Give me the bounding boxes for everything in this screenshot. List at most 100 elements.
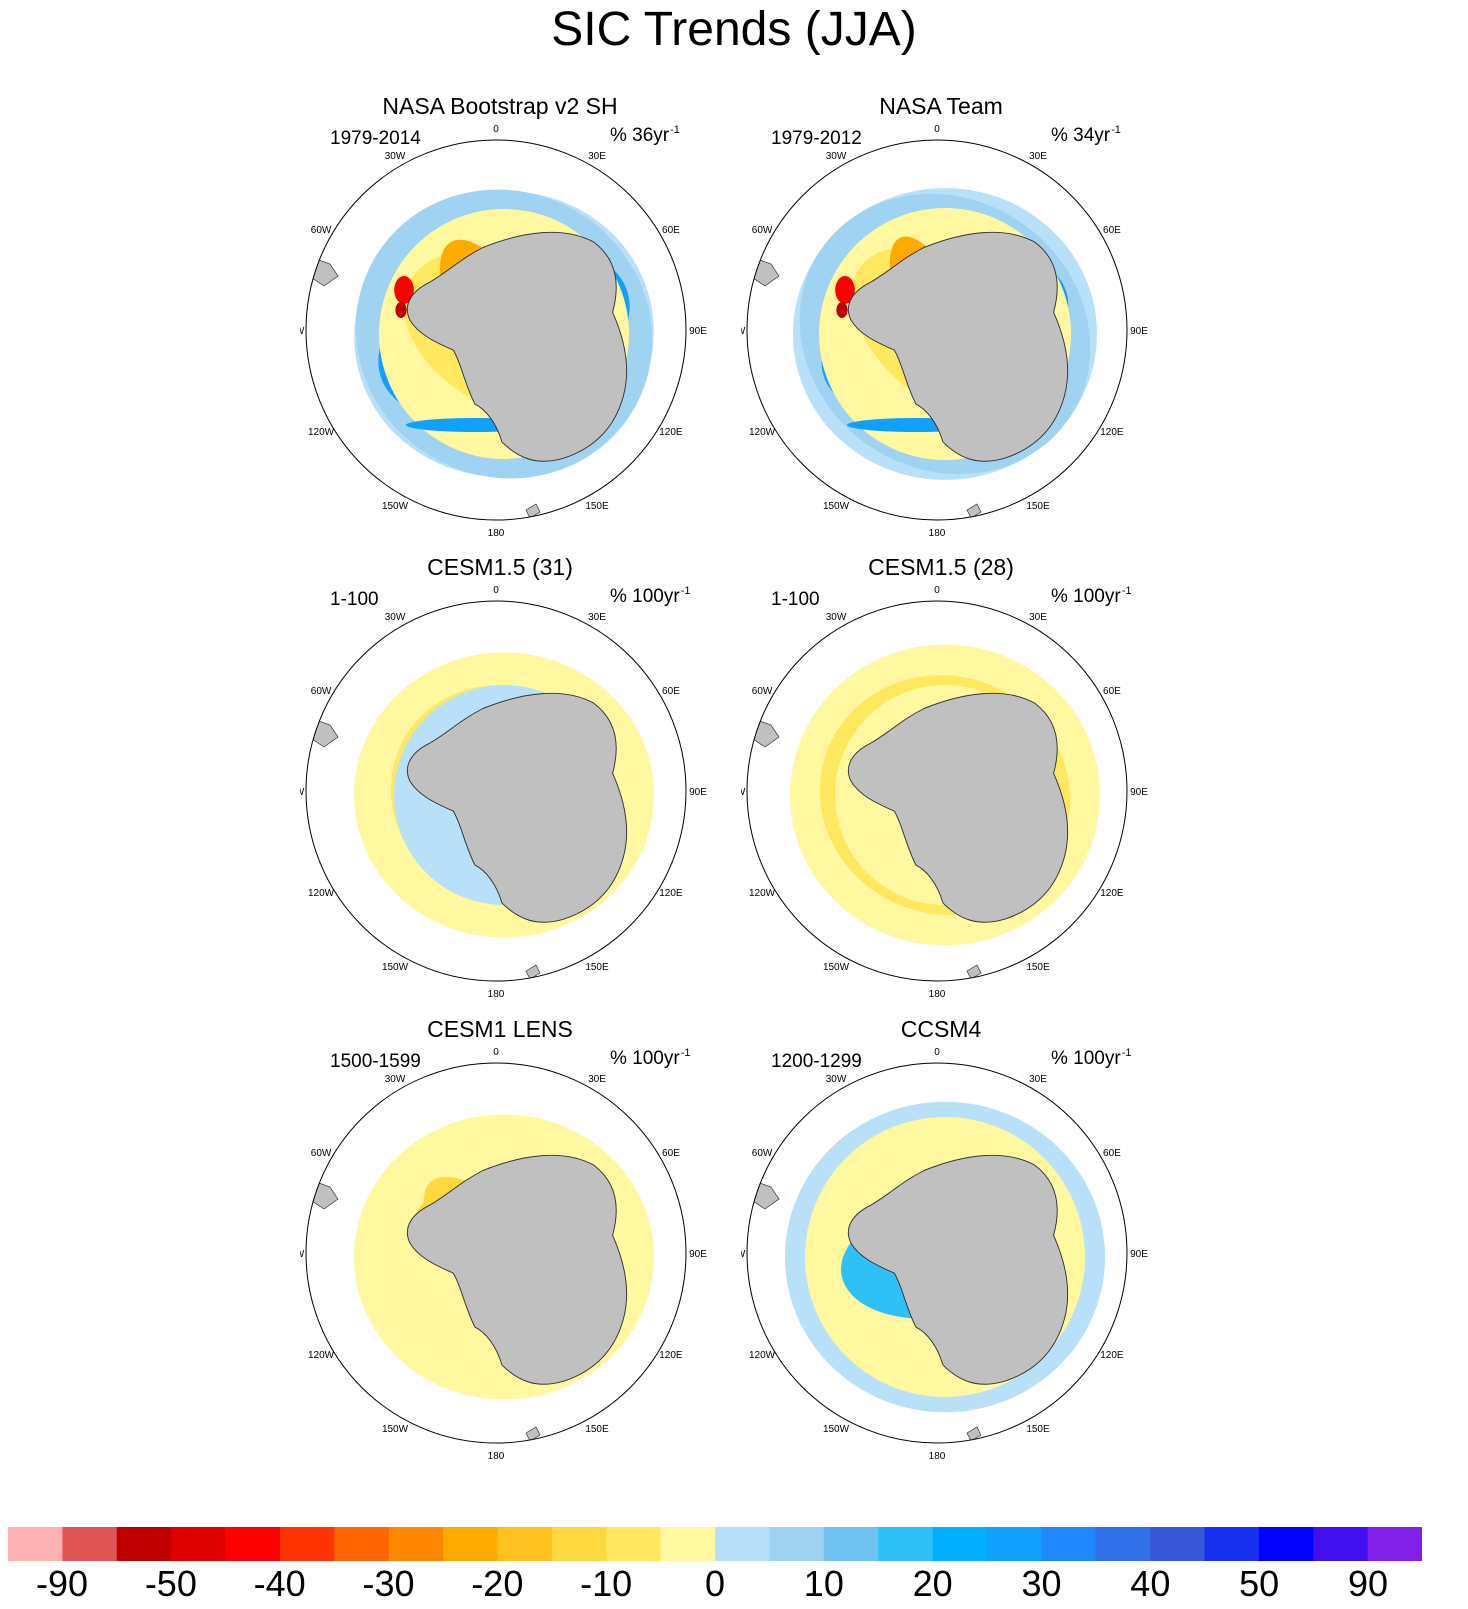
colorbar-box: [388, 1527, 444, 1561]
longitude-label: 180: [488, 528, 505, 539]
longitude-label: 120E: [659, 1350, 683, 1361]
period-label: 1979-2014: [330, 128, 421, 149]
colorbar-tick-label: -10: [580, 1563, 633, 1604]
longitude-label: 60E: [1103, 1148, 1121, 1159]
polar-map: 0 30E 60E 90E 120E 150E 180 150W 120W 90W 60W 30W: [741, 124, 1148, 539]
longitude-label: 120E: [1100, 1350, 1124, 1361]
colorbar-tick-label: -20: [471, 1563, 524, 1604]
longitude-label: 30E: [1029, 151, 1047, 162]
island: [525, 1426, 541, 1442]
units-label: % 100yr-1: [610, 585, 691, 607]
longitude-label: 60W: [311, 686, 332, 697]
longitude-label: 30E: [1029, 1074, 1047, 1085]
longitude-label: 120W: [308, 888, 335, 899]
units-label: % 34yr-1: [1051, 124, 1121, 146]
colorbar: [8, 1527, 1422, 1561]
colorbar-box: [1258, 1527, 1314, 1561]
longitude-label: 120W: [749, 427, 776, 438]
map-boundary: [305, 139, 687, 521]
map-boundary: [746, 600, 1128, 982]
units-label: % 100yr-1: [610, 1047, 691, 1069]
colorbar-tick-label: 30: [1021, 1563, 1062, 1604]
colorbar-box: [715, 1527, 770, 1561]
sea-ice-trend-field: [748, 188, 1097, 519]
longitude-label: 30W: [385, 151, 406, 162]
longitude-label: 150E: [1026, 501, 1050, 512]
colorbar-box: [116, 1527, 172, 1561]
island: [966, 964, 982, 980]
panel-title: NASA Team: [879, 93, 1003, 119]
longitude-label: 60E: [1103, 225, 1121, 236]
polar-map: 0 30E 60E 90E 120E 150E 180 150W 120W 90W 60W 30W: [300, 1047, 707, 1462]
figure-title: SIC Trends (JJA): [551, 3, 917, 56]
colorbar-box: [878, 1527, 934, 1561]
longitude-label: 180: [488, 1451, 505, 1462]
colorbar-box: [823, 1527, 879, 1561]
longitude-label: 0: [493, 124, 499, 135]
colorbar-box: [769, 1527, 825, 1561]
longitude-label: 150W: [382, 1424, 409, 1435]
map-panel: 0 30E 60E 90E 120E 150E 180 150W 120W 90W 60W 30W CC…: [741, 1015, 1181, 1475]
longitude-label: 150E: [585, 501, 609, 512]
longitude-label: 120W: [749, 1350, 776, 1361]
longitude-label: 120E: [1100, 888, 1124, 899]
colorbar-box: [225, 1527, 281, 1561]
longitude-label: 90E: [1130, 787, 1148, 798]
colorbar-tick-label: 10: [803, 1563, 844, 1604]
longitude-label: 180: [929, 528, 946, 539]
island: [525, 964, 541, 980]
trend-shade: [835, 276, 855, 304]
longitude-label: 180: [488, 989, 505, 1000]
sea-ice-trend-field: [307, 1114, 654, 1442]
colorbar-tick-label: -30: [362, 1563, 415, 1604]
longitude-label: 30E: [1029, 612, 1047, 623]
island: [966, 1426, 982, 1442]
longitude-label: 150E: [1026, 962, 1050, 973]
trend-shade: [836, 302, 848, 318]
colorbar-box: [8, 1527, 63, 1561]
longitude-label: 180: [929, 1451, 946, 1462]
polar-map: 0 30E 60E 90E 120E 150E 180 150W 120W 90W 60W 30W: [300, 124, 707, 539]
polar-map: 0 30E 60E 90E 120E 150E 180 150W 120W 90W 60W 30W: [741, 585, 1148, 1000]
period-label: 1-100: [771, 589, 820, 610]
panel-title: CESM1.5 (28): [868, 554, 1014, 580]
longitude-label: 60E: [662, 225, 680, 236]
longitude-label: 30W: [826, 1074, 847, 1085]
longitude-label: 90W: [741, 1249, 746, 1260]
longitude-label: 0: [934, 585, 940, 596]
colorbar-tick-label: 0: [704, 1563, 726, 1604]
period-label: 1-100: [330, 589, 379, 610]
longitude-label: 90E: [1130, 1249, 1148, 1260]
colorbar-box: [1204, 1527, 1260, 1561]
map-panel: 0 30E 60E 90E 120E 150E 180 150W 120W 90W 60W 30W CE…: [300, 553, 740, 1013]
longitude-label: 150W: [382, 501, 409, 512]
longitude-label: 120E: [1100, 427, 1124, 438]
panel-title: NASA Bootstrap v2 SH: [382, 93, 618, 119]
colorbar-box: [1367, 1527, 1422, 1561]
period-label: 1500-1599: [330, 1051, 421, 1072]
colorbar-box: [171, 1527, 227, 1561]
longitude-label: 180: [929, 989, 946, 1000]
colorbar-tick-label: 90: [1347, 1563, 1389, 1604]
longitude-label: 60W: [752, 686, 773, 697]
longitude-label: 120E: [659, 427, 683, 438]
longitude-label: 30W: [826, 612, 847, 623]
colorbar-box: [986, 1527, 1042, 1561]
longitude-label: 60W: [752, 225, 773, 236]
longitude-label: 30E: [588, 151, 606, 162]
colorbar-box: [443, 1527, 498, 1561]
antarctica-landmass: [847, 231, 1069, 462]
colorbar-box: [1313, 1527, 1369, 1561]
longitude-label: 90W: [300, 326, 305, 337]
sea-ice-trend-field: [307, 189, 654, 519]
colorbar-tick-label: -40: [253, 1563, 306, 1604]
antarctica-landmass: [406, 1154, 628, 1385]
longitude-label: 60W: [311, 1148, 332, 1159]
colorbar-box: [1095, 1527, 1151, 1561]
polar-map: 0 30E 60E 90E 120E 150E 180 150W 120W 90W 60W 30W: [741, 1047, 1148, 1462]
map-panel: 0 30E 60E 90E 120E 150E 180 150W 120W 90W 60W 30W NA…: [300, 92, 740, 552]
longitude-label: 0: [934, 1047, 940, 1058]
longitude-label: 150W: [823, 962, 850, 973]
longitude-label: 0: [934, 124, 940, 135]
longitude-label: 120W: [308, 1350, 335, 1361]
